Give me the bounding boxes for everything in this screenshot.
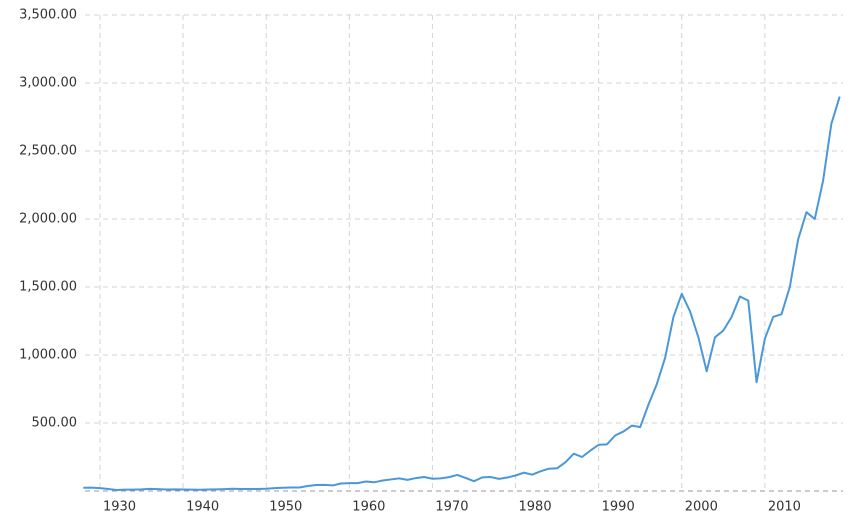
x-tick-label: 1930 — [103, 500, 136, 515]
y-tick-label: 2,500.00 — [19, 144, 77, 159]
y-tick-label: 3,000.00 — [19, 76, 77, 91]
y-tick-label: 500.00 — [32, 416, 78, 431]
x-tick-label: 2000 — [685, 500, 718, 515]
y-tick-label: 2,000.00 — [19, 212, 77, 227]
y-tick-label: 1,000.00 — [19, 348, 77, 363]
x-tick-label: 1990 — [602, 500, 635, 515]
y-tick-label: 1,500.00 — [19, 280, 77, 295]
x-tick-label: 1940 — [186, 500, 219, 515]
x-tick-label: 1970 — [435, 500, 468, 515]
price-line — [83, 96, 841, 492]
x-tick-label: 1980 — [519, 500, 552, 515]
x-tick-label: 1960 — [352, 500, 385, 515]
x-tick-label: 2010 — [768, 500, 801, 515]
y-tick-label: 3,500.00 — [19, 8, 77, 23]
x-tick-label: 1950 — [269, 500, 302, 515]
